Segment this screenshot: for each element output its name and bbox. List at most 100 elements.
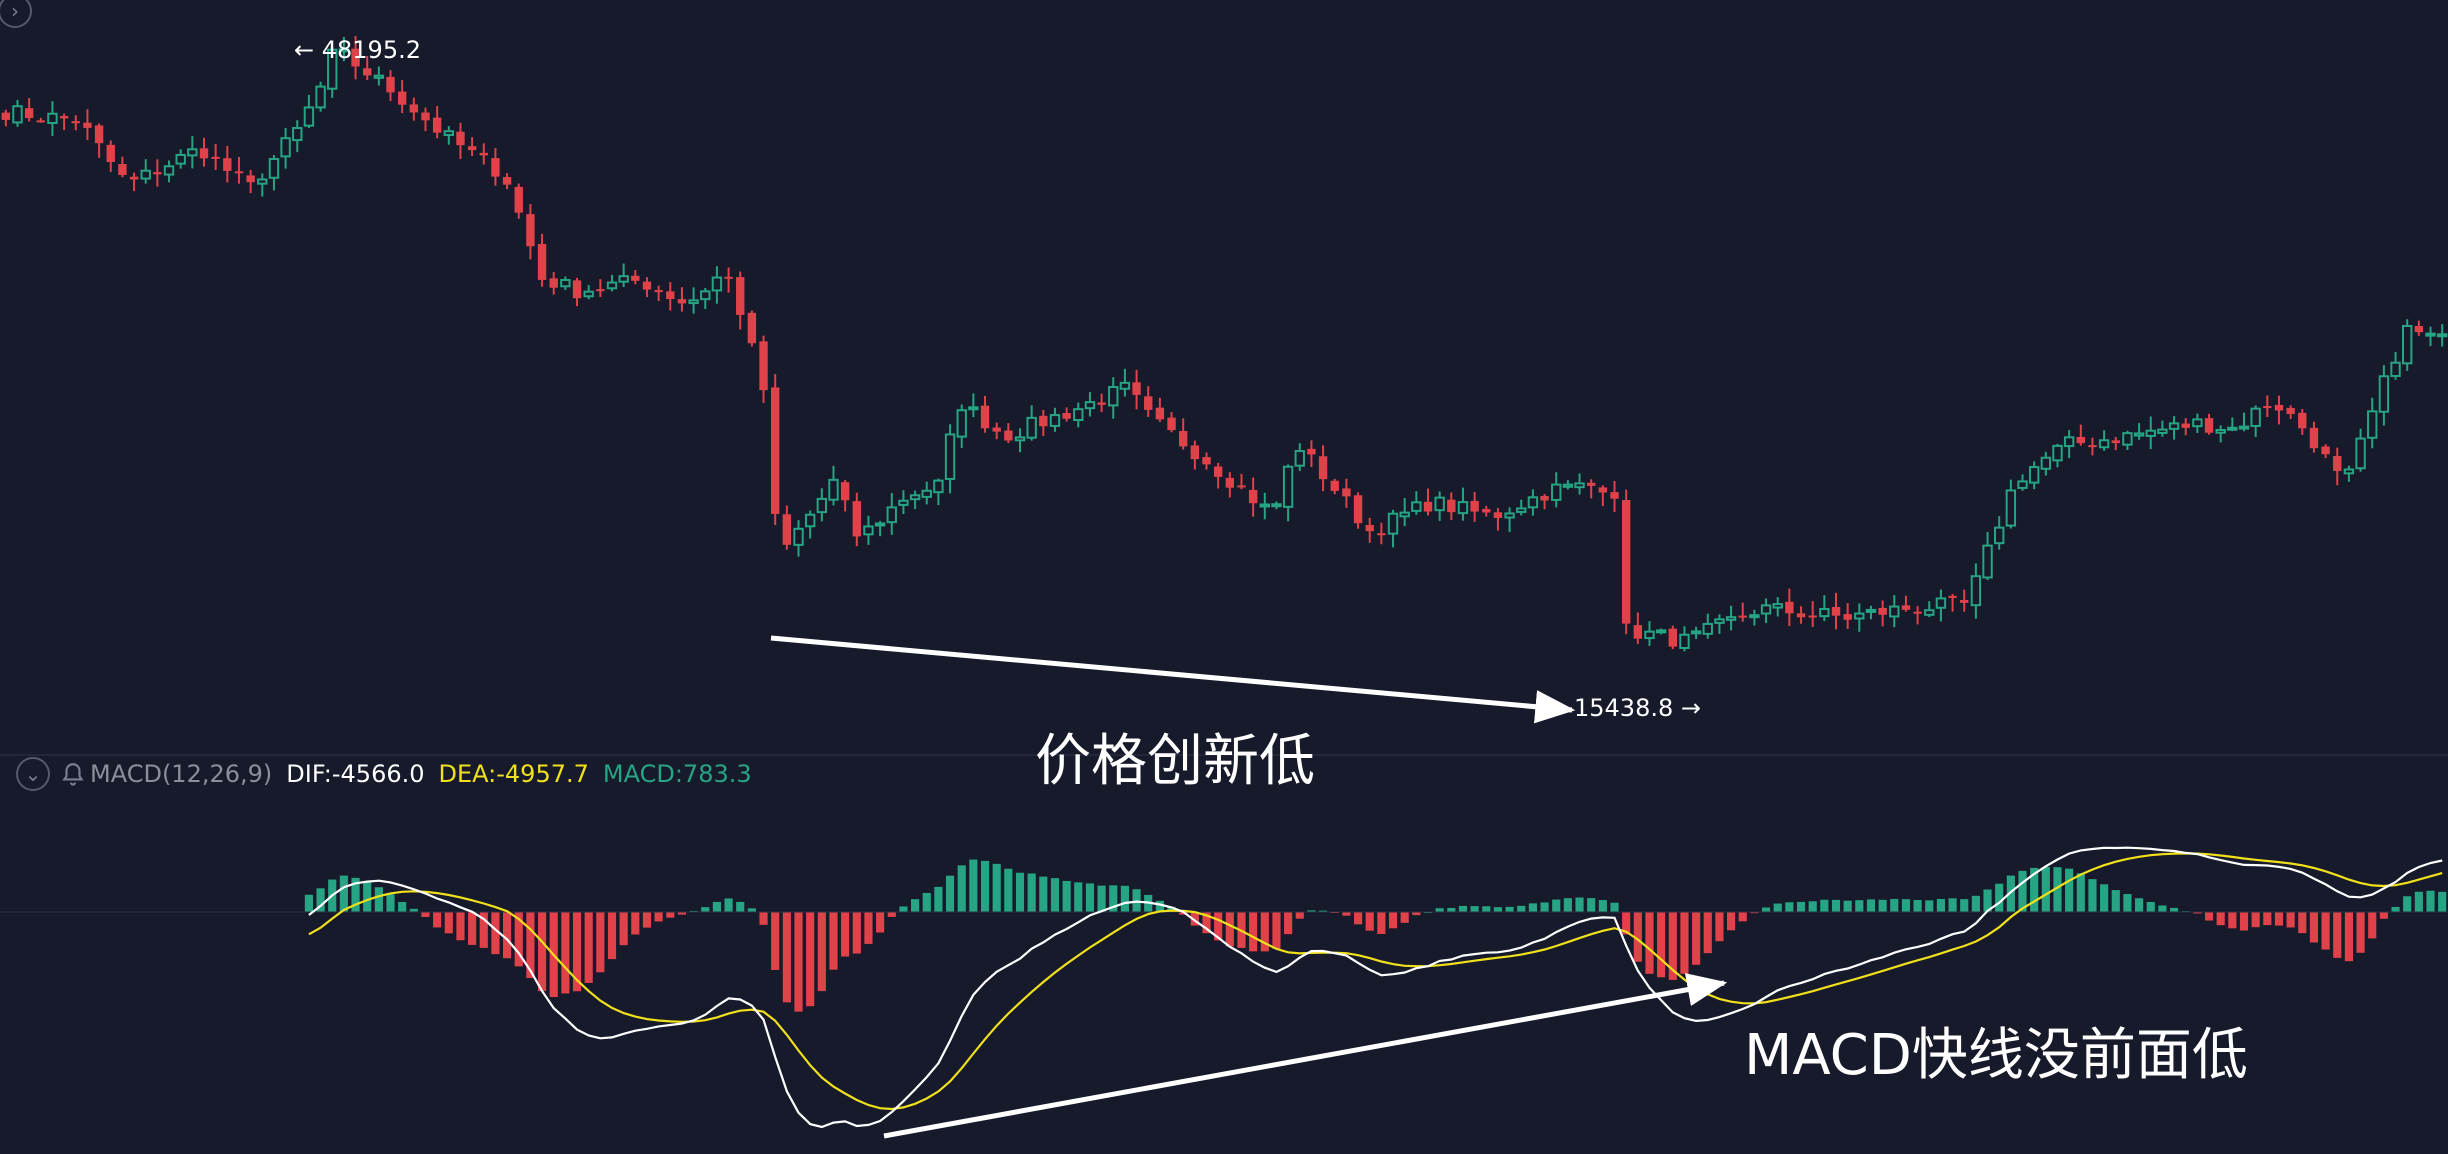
- candle-body: [1854, 612, 1865, 620]
- candle: [140, 159, 151, 184]
- candle: [327, 47, 338, 98]
- macd-legend: MACD(12,26,9) DIF:-4566.0 DEA:-4957.7 MA…: [60, 758, 766, 790]
- candle: [1760, 598, 1772, 623]
- candle: [397, 80, 407, 114]
- candle-body: [234, 171, 244, 174]
- candle: [1307, 440, 1316, 468]
- candle-body: [1434, 496, 1445, 512]
- candle: [2111, 437, 2120, 451]
- macd-bar: [2030, 867, 2039, 912]
- candle: [409, 97, 419, 121]
- macd-bar: [2263, 912, 2272, 926]
- candle: [456, 122, 465, 160]
- macd-bar: [689, 910, 698, 912]
- macd-bar: [2146, 901, 2155, 912]
- candle-body: [1365, 524, 1374, 532]
- macd-bar: [1307, 910, 1316, 912]
- candle: [2157, 420, 2168, 437]
- candle-body: [2052, 444, 2063, 462]
- candle-body: [1504, 512, 1515, 519]
- candle: [386, 70, 395, 102]
- candle-body: [968, 406, 979, 411]
- candle: [2181, 418, 2190, 436]
- candle: [2425, 326, 2436, 347]
- candle-body: [443, 130, 454, 136]
- candle-body: [759, 341, 768, 391]
- macd-bar: [1528, 903, 1537, 912]
- macd-indicator-name[interactable]: MACD(12,26,9): [90, 760, 273, 788]
- candle: [1655, 628, 1667, 635]
- candle: [898, 490, 909, 515]
- macd-bar: [363, 882, 372, 912]
- macd-bar: [794, 912, 803, 1012]
- candle: [852, 492, 861, 547]
- candle: [596, 279, 605, 297]
- candle-body: [514, 186, 523, 213]
- candle: [363, 56, 372, 80]
- candle: [2133, 423, 2145, 440]
- candle-body: [421, 112, 430, 121]
- candle-body: [583, 290, 594, 298]
- candle-body: [642, 281, 652, 290]
- candle-body: [909, 494, 921, 501]
- candle: [2052, 443, 2063, 468]
- candle: [1574, 473, 1585, 495]
- candle-body: [2088, 445, 2097, 448]
- candle: [1353, 492, 1363, 529]
- candle-body: [397, 91, 407, 105]
- candle-body: [1155, 407, 1165, 420]
- candle: [549, 272, 558, 295]
- expand-panel-button[interactable]: ›: [0, 0, 32, 28]
- bell-icon[interactable]: [60, 761, 86, 787]
- candle-body: [456, 131, 465, 146]
- candle: [1808, 601, 1817, 628]
- macd-bar: [479, 912, 488, 948]
- macd-bar: [1400, 912, 1409, 923]
- macd-bar: [1493, 907, 1503, 912]
- macd-low-trend-arrow: [883, 973, 1728, 1139]
- candle-body: [2017, 480, 2028, 489]
- candle-body: [491, 158, 500, 177]
- candle-body: [1948, 595, 1957, 598]
- macd-bar: [1458, 905, 1468, 912]
- candle: [1994, 516, 2005, 550]
- candle-body: [338, 48, 350, 53]
- macd-bar: [736, 901, 745, 912]
- macd-bar: [491, 912, 500, 955]
- candle: [1527, 489, 1539, 516]
- candle: [1155, 397, 1165, 422]
- candle-body: [409, 104, 419, 113]
- candle: [47, 101, 58, 136]
- candle: [2286, 405, 2295, 419]
- candle-body: [1551, 483, 1562, 501]
- candle: [782, 505, 792, 550]
- macd-bar: [1447, 907, 1456, 912]
- candle: [1935, 589, 1947, 622]
- macd-bar: [1692, 912, 1701, 965]
- candle-body: [1482, 509, 1491, 513]
- candle: [1213, 462, 1223, 489]
- candle-body: [2192, 418, 2203, 428]
- candle: [1913, 606, 1922, 625]
- candle: [526, 204, 535, 260]
- macd-bar: [759, 912, 768, 925]
- low-price-label: 15438.8 →: [1574, 694, 1701, 722]
- candle: [1668, 625, 1677, 650]
- candle-body: [654, 290, 663, 293]
- candle-body: [187, 148, 198, 157]
- candle: [1225, 472, 1235, 498]
- candle: [1493, 508, 1503, 531]
- candle-body: [1237, 485, 1246, 488]
- candle: [467, 137, 477, 156]
- candle-body: [1610, 492, 1619, 499]
- candle-body: [1587, 482, 1596, 486]
- collapse-panel-button[interactable]: ⌄: [16, 757, 50, 791]
- candle-body: [560, 279, 571, 288]
- candle-body: [1084, 401, 1096, 410]
- candle: [572, 277, 582, 307]
- candle: [2263, 395, 2272, 417]
- macd-bar: [1587, 898, 1596, 912]
- macd-bar: [1284, 912, 1293, 935]
- candle: [1097, 393, 1106, 413]
